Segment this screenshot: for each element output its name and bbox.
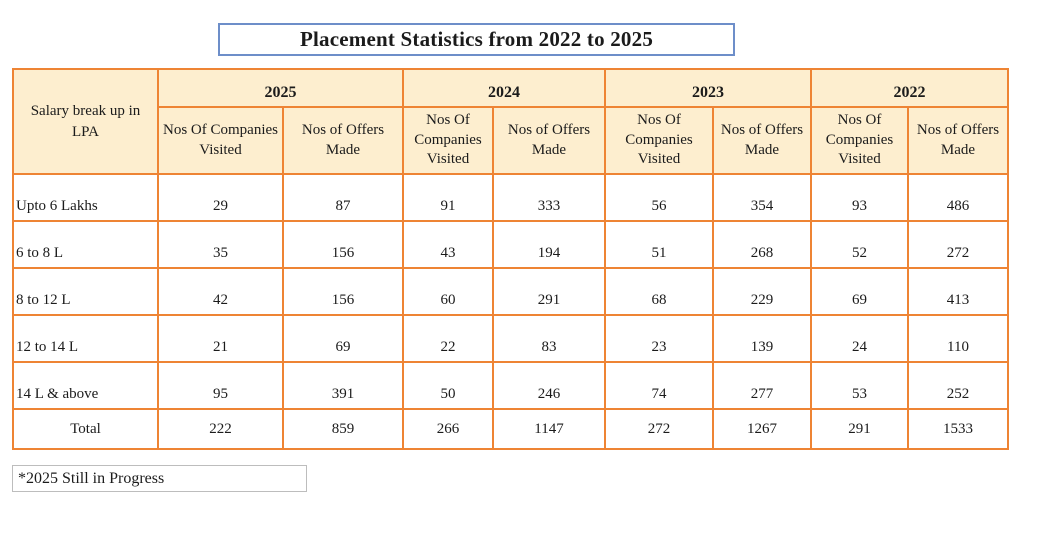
row-label: Upto 6 Lakhs — [12, 173, 159, 222]
data-cell: 42 — [157, 267, 284, 316]
col-header-2025-companies: Nos Of Companies Visited — [157, 106, 284, 175]
col-header-2022-companies: Nos Of Companies Visited — [810, 106, 909, 175]
row-label: 14 L & above — [12, 361, 159, 410]
data-cell: 74 — [604, 361, 714, 410]
data-cell: 60 — [402, 267, 494, 316]
data-cell: 83 — [492, 314, 606, 363]
data-cell: 87 — [282, 173, 404, 222]
year-header-row: Salary break up in LPA 2025 2024 2023 20… — [12, 68, 1009, 175]
data-cell: 139 — [712, 314, 812, 363]
data-cell: 23 — [604, 314, 714, 363]
data-cell: 229 — [712, 267, 812, 316]
data-cell: 252 — [907, 361, 1009, 410]
column-header-row: Nos Of Companies Visited Nos of Offers M… — [13, 106, 1009, 175]
corner-header: Salary break up in LPA — [12, 68, 159, 175]
data-cell: 291 — [492, 267, 606, 316]
data-cell: 21 — [157, 314, 284, 363]
row-label: 12 to 14 L — [12, 314, 159, 363]
table-row-12-to-14-l: 12 to 14 L 21 69 22 83 23 139 24 110 — [12, 314, 1009, 363]
row-label: 6 to 8 L — [12, 220, 159, 269]
data-cell: 486 — [907, 173, 1009, 222]
col-header-2024-companies: Nos Of Companies Visited — [402, 106, 494, 175]
data-cell: 51 — [604, 220, 714, 269]
col-header-2022-offers: Nos of Offers Made — [907, 106, 1009, 175]
data-cell: 50 — [402, 361, 494, 410]
year-header-2022: 2022 — [810, 68, 1009, 108]
page-title: Placement Statistics from 2022 to 2025 — [299, 27, 654, 51]
data-cell: 24 — [810, 314, 909, 363]
data-cell: 277 — [712, 361, 812, 410]
data-cell: 246 — [492, 361, 606, 410]
data-cell: 91 — [402, 173, 494, 222]
row-label: 8 to 12 L — [12, 267, 159, 316]
footnote-text: *2025 Still in Progress — [18, 469, 165, 487]
data-cell: 413 — [907, 267, 1009, 316]
total-cell: 222 — [157, 408, 284, 450]
col-header-2025-offers: Nos of Offers Made — [282, 106, 404, 175]
table-row-6-to-8-l: 6 to 8 L 35 156 43 194 51 268 52 272 — [12, 220, 1009, 269]
data-cell: 29 — [157, 173, 284, 222]
table-row-total: Total 222 859 266 1147 272 1267 291 1533 — [12, 408, 1009, 450]
data-cell: 52 — [810, 220, 909, 269]
data-cell: 156 — [282, 220, 404, 269]
data-cell: 354 — [712, 173, 812, 222]
data-cell: 194 — [492, 220, 606, 269]
placement-statistics-table: Salary break up in LPA 2025 2024 2023 20… — [12, 68, 1009, 450]
total-cell: 291 — [810, 408, 909, 450]
col-header-2023-offers: Nos of Offers Made — [712, 106, 812, 175]
data-cell: 95 — [157, 361, 284, 410]
page-title-box: Placement Statistics from 2022 to 2025 — [218, 23, 735, 56]
year-header-2025: 2025 — [157, 68, 404, 108]
footnote-box: *2025 Still in Progress — [12, 465, 307, 492]
table-row-14-l-and-above: 14 L & above 95 391 50 246 74 277 53 252 — [12, 361, 1009, 410]
col-header-2023-companies: Nos Of Companies Visited — [604, 106, 714, 175]
data-cell: 391 — [282, 361, 404, 410]
total-cell: 859 — [282, 408, 404, 450]
data-cell: 110 — [907, 314, 1009, 363]
data-cell: 68 — [604, 267, 714, 316]
total-cell: 1533 — [907, 408, 1009, 450]
data-cell: 56 — [604, 173, 714, 222]
data-cell: 268 — [712, 220, 812, 269]
data-cell: 272 — [907, 220, 1009, 269]
data-cell: 69 — [810, 267, 909, 316]
total-cell: 266 — [402, 408, 494, 450]
total-cell: 1267 — [712, 408, 812, 450]
table-row-upto-6-lakhs: Upto 6 Lakhs 29 87 91 333 56 354 93 486 — [12, 173, 1009, 222]
data-cell: 333 — [492, 173, 606, 222]
data-cell: 22 — [402, 314, 494, 363]
table-row-8-to-12-l: 8 to 12 L 42 156 60 291 68 229 69 413 — [12, 267, 1009, 316]
year-header-2023: 2023 — [604, 68, 812, 108]
data-cell: 43 — [402, 220, 494, 269]
year-header-2024: 2024 — [402, 68, 606, 108]
total-cell: 272 — [604, 408, 714, 450]
data-cell: 53 — [810, 361, 909, 410]
total-cell: 1147 — [492, 408, 606, 450]
data-cell: 35 — [157, 220, 284, 269]
total-label: Total — [12, 408, 159, 450]
col-header-2024-offers: Nos of Offers Made — [492, 106, 606, 175]
data-cell: 156 — [282, 267, 404, 316]
data-cell: 69 — [282, 314, 404, 363]
data-cell: 93 — [810, 173, 909, 222]
